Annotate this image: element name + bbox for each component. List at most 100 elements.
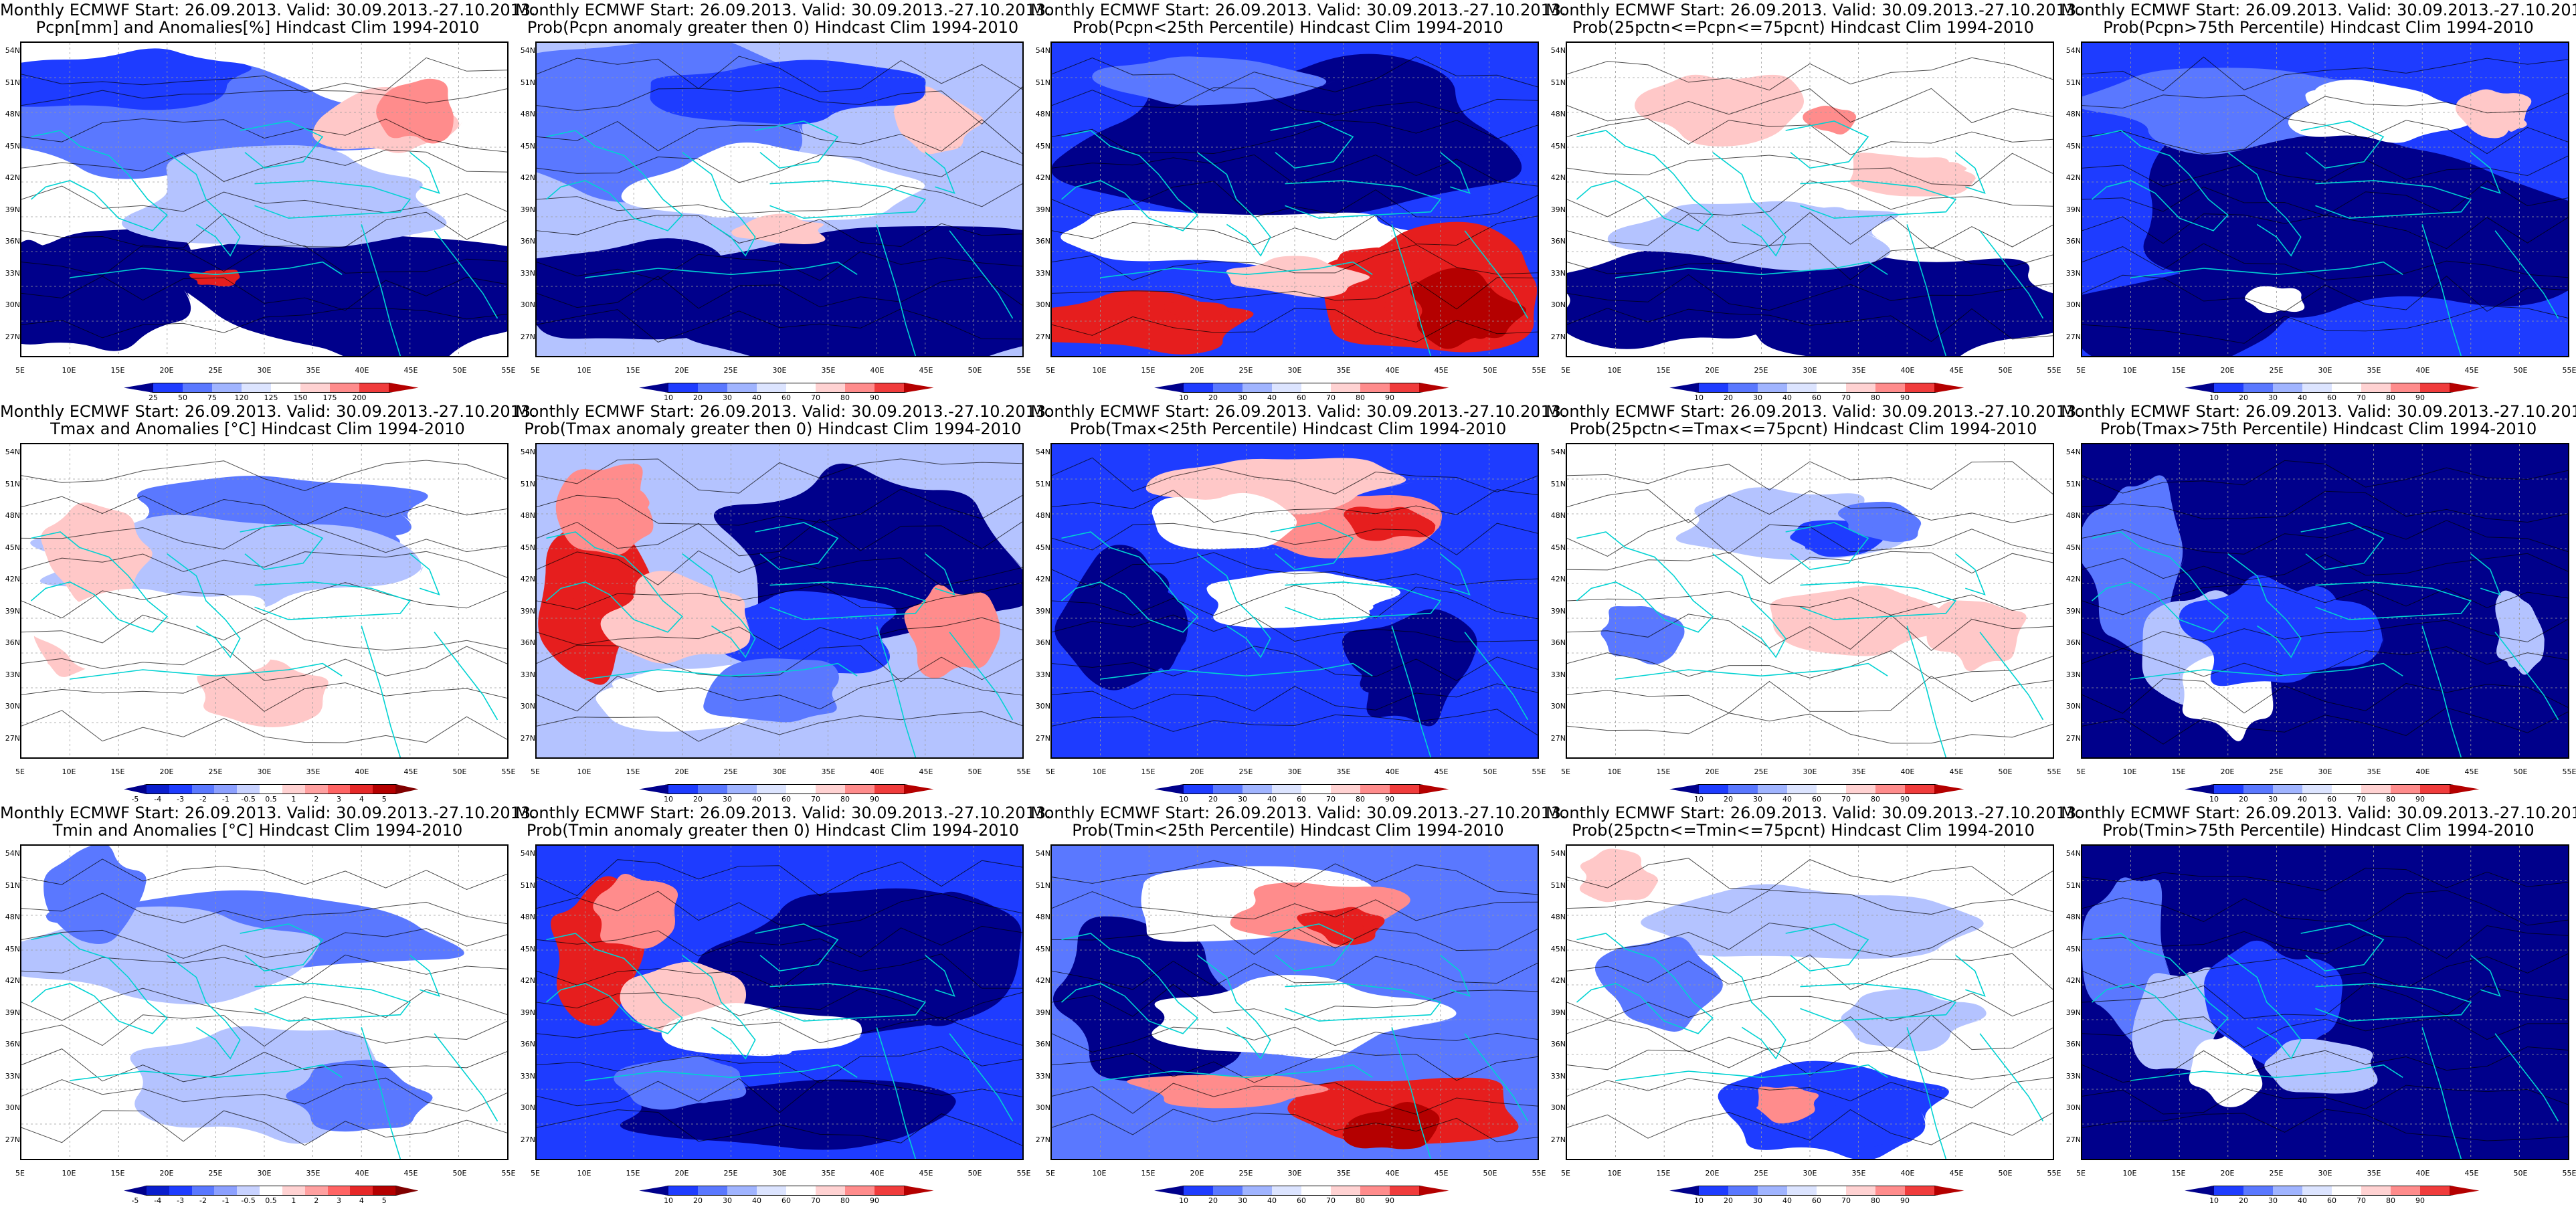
- longitude-label: 50E: [2513, 767, 2528, 776]
- shaded-region: [21, 84, 105, 102]
- forecast-map: [20, 443, 509, 759]
- latitude-label: 30N: [2065, 300, 2081, 309]
- shaded-region: [405, 101, 430, 120]
- latitude-label: 45N: [5, 944, 20, 953]
- shaded-region: [1244, 469, 1331, 486]
- latitude-label: 51N: [520, 479, 535, 488]
- colorbar: [1154, 784, 1449, 794]
- colorbar-label: 10: [1179, 795, 1188, 804]
- latitude-label: 42N: [1550, 173, 1566, 182]
- colorbar-label: 30: [723, 393, 732, 402]
- contour-line: [2082, 180, 2568, 216]
- colorbar-segment: [1817, 784, 1847, 794]
- colorbar-segment: [2273, 784, 2303, 794]
- colorbar-segment: [1758, 383, 1788, 393]
- coastline: [2227, 152, 2302, 257]
- colorbar-label: 70: [1326, 1196, 1336, 1205]
- colorbar-segment: [1846, 383, 1876, 393]
- latitude-label: 36N: [5, 638, 20, 647]
- contour-line: [1052, 646, 1538, 681]
- coastline: [682, 955, 756, 1060]
- colorbar-segment: [395, 784, 419, 794]
- latitude-label: 30N: [1035, 1103, 1050, 1112]
- shaded-region: [749, 1030, 802, 1049]
- colorbar-label: 70: [811, 795, 820, 804]
- shaded-region: [669, 1057, 711, 1077]
- latitude-label: 39N: [5, 1008, 20, 1017]
- coastline: [949, 1033, 1014, 1122]
- longitude-label: 10E: [62, 767, 76, 776]
- shaded-region: [35, 297, 113, 331]
- latitude-label: 39N: [1550, 1008, 1566, 1017]
- colorbar-segment: [816, 383, 846, 393]
- shaded-region: [1901, 1014, 1946, 1033]
- panel-title-line1: Monthly ECMWF Start: 26.09.2013. Valid: …: [1546, 1, 2082, 19]
- shaded-region: [2154, 985, 2189, 1021]
- coastline: [1285, 581, 1442, 620]
- colorbar-label: 50: [178, 393, 187, 402]
- longitude-label: 30E: [1803, 366, 1817, 375]
- longitude-label: 20E: [159, 366, 174, 375]
- colorbar-segment: [904, 383, 934, 393]
- latitude-label: 45N: [520, 944, 535, 953]
- contour-line: [1567, 858, 2053, 896]
- shaded-region: [822, 296, 943, 341]
- shaded-region: [60, 886, 95, 915]
- coastline: [361, 224, 401, 356]
- contour-line: [21, 676, 507, 712]
- coastline: [1979, 230, 2044, 319]
- colorbar-segment: [875, 784, 905, 794]
- colorbar-segment: [2332, 784, 2362, 794]
- contour-line: [21, 858, 507, 891]
- colorbar-segment: [786, 784, 816, 794]
- forecast-map: [1566, 41, 2054, 357]
- contour-line: [21, 928, 507, 959]
- colorbar-label: 30: [1753, 1196, 1762, 1205]
- latitude-label: 36N: [5, 1040, 20, 1048]
- shaded-region: [1647, 292, 1720, 320]
- colorbar-segment: [1419, 784, 1449, 794]
- colorbar: [1669, 1186, 1964, 1196]
- latitude-label: 30N: [2065, 1103, 2081, 1112]
- colorbar-label: 80: [1871, 795, 1880, 804]
- forecast-map: [535, 41, 1024, 357]
- latitude-label: 54N: [2065, 46, 2081, 55]
- longitude-label: 20E: [159, 1169, 174, 1178]
- colorbar-segment: [1699, 784, 1729, 794]
- colorbar-label: 80: [1356, 393, 1365, 402]
- colorbar-segment: [242, 383, 272, 393]
- shaded-region: [1220, 1003, 1301, 1027]
- contour-line: [1567, 551, 2053, 585]
- colorbar-segment: [1390, 1186, 1420, 1196]
- shaded-region: [771, 186, 864, 215]
- contour-line: [537, 308, 1022, 343]
- panel-title-line2: Prob(Pcpn<25th Percentile) Hindcast Clim…: [1073, 18, 1503, 37]
- coastline: [1285, 983, 1442, 1022]
- colorbar-label: 80: [2386, 1196, 2395, 1205]
- latitude-label: 36N: [2065, 237, 2081, 246]
- contour-line: [537, 276, 1022, 309]
- colorbar-label: 80: [1356, 795, 1365, 804]
- longitude-label: 35E: [2367, 1169, 2381, 1178]
- colorbar-segment: [1390, 383, 1420, 393]
- longitude-label: 25E: [208, 1169, 223, 1178]
- coastline: [2300, 522, 2385, 571]
- colorbar-segment: [1213, 1186, 1243, 1196]
- longitude-label: 20E: [159, 767, 174, 776]
- colorbar-label: -5: [131, 795, 139, 804]
- longitude-label: 15E: [110, 366, 125, 375]
- longitude-label: 10E: [577, 1169, 591, 1178]
- longitude-label: 45E: [919, 1169, 933, 1178]
- coastline: [167, 553, 241, 658]
- colorbar-segment: [2185, 1186, 2215, 1196]
- colorbar-label: 20: [2239, 795, 2248, 804]
- latitude-label: 48N: [5, 913, 20, 921]
- longitude-label: 35E: [1336, 767, 1351, 776]
- latitude-label: 51N: [5, 78, 20, 87]
- coastline: [1712, 553, 1786, 658]
- panel-title-line2: Prob(25pctn<=Tmax<=75pcnt) Hindcast Clim…: [1569, 420, 2037, 438]
- colorbar-label: -4: [154, 1196, 162, 1205]
- colorbar-segment: [2450, 1186, 2480, 1196]
- contour-line: [537, 488, 1022, 526]
- shaded-region: [1117, 238, 1226, 258]
